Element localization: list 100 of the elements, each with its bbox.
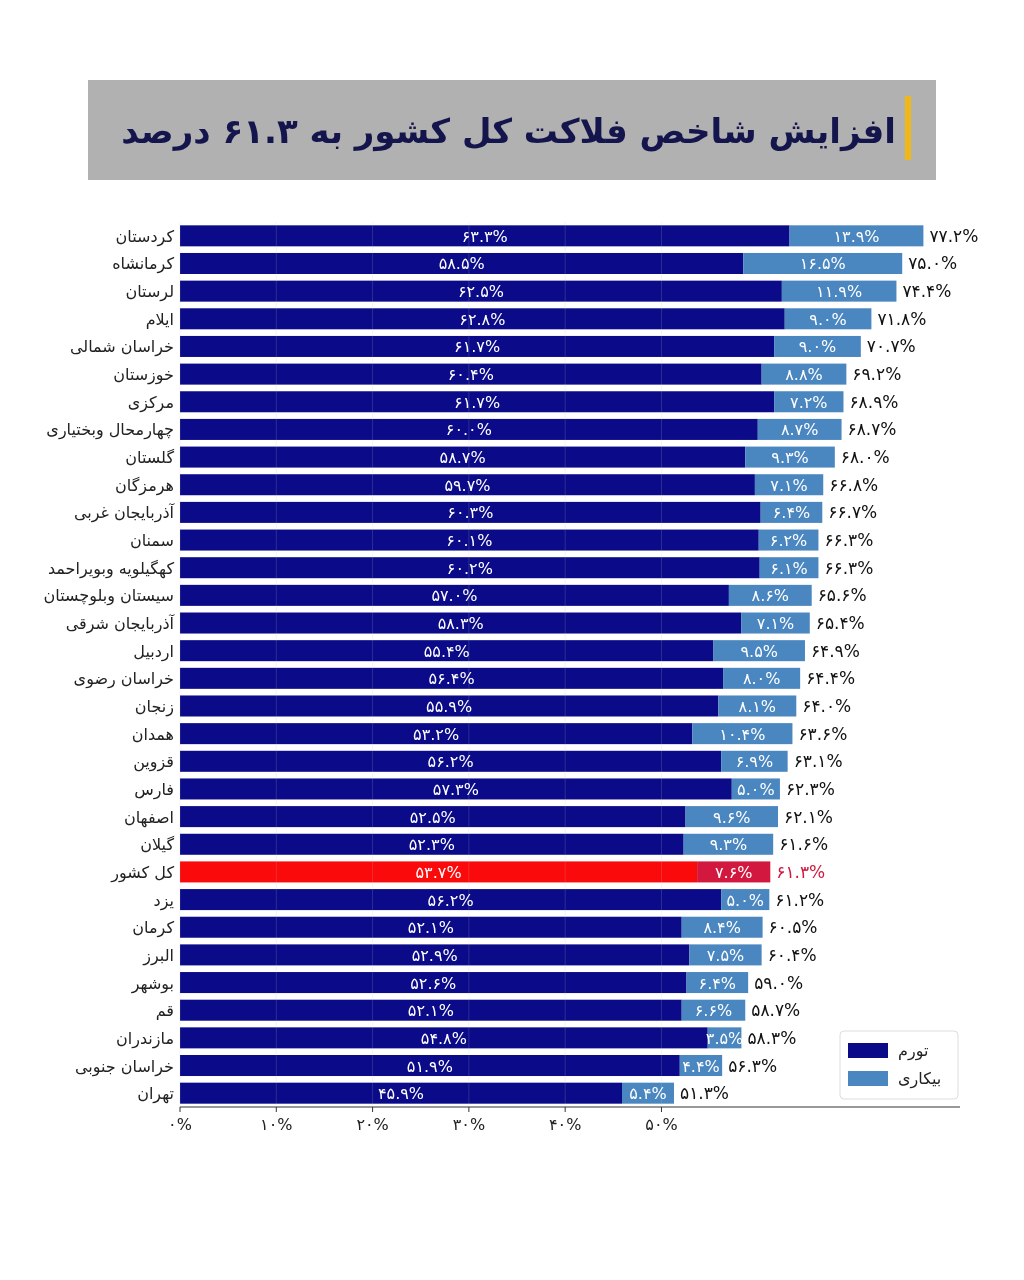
data-label: ۵۲.۱% — [407, 918, 454, 938]
y-tick-label: ایلام — [145, 309, 174, 329]
y-tick-label: گیلان — [140, 835, 175, 855]
y-tick-label: اردبیل — [133, 641, 174, 662]
bar — [692, 723, 793, 745]
y-tick-label: آذربایجان شرقی — [65, 614, 176, 635]
y-tick-label: لرستان — [125, 282, 174, 303]
bar — [789, 225, 924, 247]
legend-label: تورم — [898, 1041, 929, 1061]
bar — [743, 252, 903, 274]
data-label: ۵۲.۹% — [411, 945, 458, 965]
data-label: ۵۶.۴% — [428, 669, 475, 689]
data-label: ۴۵.۹% — [377, 1084, 425, 1104]
y-tick-label: خراسان رضوی — [73, 669, 174, 690]
total-label: ۶۸.۷% — [847, 419, 897, 440]
bar — [745, 446, 835, 468]
bar — [180, 750, 722, 772]
bar — [180, 363, 762, 385]
data-label: ۹.۰% — [809, 309, 847, 329]
data-label: ۷.۱% — [770, 475, 808, 495]
bar — [180, 972, 687, 994]
total-label: ۶۵.۶% — [817, 585, 867, 606]
y-tick-label: آذربایجان غربی — [73, 503, 176, 524]
data-label: ۵۶.۲% — [427, 890, 474, 910]
data-label: ۶۲.۵% — [457, 282, 504, 302]
bar — [180, 501, 761, 523]
data-label: ۸.۸% — [785, 365, 823, 385]
y-tick-label: همدان — [131, 724, 174, 744]
data-label: ۹.۳% — [771, 448, 809, 468]
y-tick-label: قم — [155, 1001, 174, 1021]
total-label: ۶۲.۱% — [784, 806, 833, 827]
data-label: ۷.۲% — [790, 392, 828, 412]
data-label: ۶.۲% — [769, 531, 808, 551]
bar — [180, 833, 684, 855]
y-tick-label: اصفهان — [123, 807, 174, 828]
data-label: ۵۷.۳% — [432, 779, 479, 799]
legend-label: بیکاری — [898, 1069, 942, 1089]
data-label: ۹.۵% — [740, 641, 778, 661]
bar — [180, 667, 724, 689]
data-label: ۵۲.۱% — [407, 1001, 454, 1021]
x-tick-label: ۴۰% — [548, 1115, 582, 1134]
bar — [728, 584, 812, 606]
data-label: ۵۳.۷% — [415, 862, 462, 882]
data-label: ۶.۴% — [772, 503, 811, 523]
bar — [180, 889, 722, 911]
data-label: ۵۹.۷% — [444, 475, 491, 495]
total-label: ۶۸.۹% — [849, 391, 899, 412]
data-label: ۶۰.۰% — [445, 420, 492, 440]
total-label: ۶۳.۶% — [798, 723, 848, 744]
data-label: ۶۰.۴% — [447, 365, 494, 385]
y-tick-label: کل کشور — [110, 862, 175, 883]
y-tick-label: کرمان — [132, 918, 175, 939]
data-label: ۸.۱% — [738, 696, 777, 716]
bar — [784, 308, 872, 330]
y-tick-label: مازندران — [116, 1028, 174, 1049]
data-label: ۵۶.۲% — [427, 752, 474, 772]
bar — [180, 999, 682, 1021]
data-label: ۵.۴% — [629, 1084, 667, 1104]
bar — [180, 529, 759, 551]
chart-title: افزایش شاخص فلاکت کل کشور به ۶۱.۳ درصد — [121, 111, 896, 152]
data-label: ۱۰.۴% — [719, 724, 766, 744]
data-label: ۶۲.۸% — [459, 309, 506, 329]
y-tick-label: تهران — [137, 1084, 174, 1105]
total-label: ۵۸.۷% — [751, 1000, 801, 1021]
y-tick-label: هرمزگان — [115, 475, 174, 496]
bar — [180, 612, 742, 634]
total-label: ۶۲.۳% — [785, 778, 835, 799]
data-label: ۱۱.۹% — [816, 282, 863, 302]
bar — [723, 667, 801, 689]
bar — [180, 418, 758, 440]
data-label: ۵۵.۴% — [423, 641, 470, 661]
y-tick-label: زنجان — [134, 696, 174, 717]
data-label: ۸.۷% — [780, 420, 819, 440]
data-label: ۱۶.۵% — [799, 254, 846, 274]
data-label: ۴.۴% — [682, 1056, 720, 1076]
data-label: ۶.۹% — [735, 752, 774, 772]
total-label: ۶۴.۰% — [802, 695, 852, 716]
data-label: ۶۱.۷% — [454, 392, 501, 412]
total-label: ۵۸.۳% — [747, 1027, 797, 1048]
data-label: ۶۳.۳% — [461, 226, 508, 246]
data-label: ۶۱.۷% — [454, 337, 501, 357]
data-label: ۸.۶% — [751, 586, 790, 606]
data-label: ۵۸.۳% — [437, 614, 484, 634]
y-tick-label: قزوین — [133, 752, 174, 773]
bar — [180, 723, 693, 745]
bar — [180, 1055, 680, 1077]
data-label: ۵۴.۸% — [420, 1028, 467, 1048]
x-tick-label: ۰% — [168, 1115, 192, 1134]
data-label: ۷.۶% — [714, 862, 753, 882]
y-tick-label: خوزستان — [113, 365, 174, 386]
total-label: ۷۱.۸% — [877, 308, 927, 329]
bar — [180, 280, 782, 302]
data-label: ۵۲.۶% — [410, 973, 457, 993]
total-label: ۶۱.۲% — [775, 889, 825, 910]
bar — [180, 944, 690, 966]
data-label: ۵۲.۵% — [409, 807, 456, 827]
data-label: ۷.۱% — [756, 614, 795, 634]
y-tick-label: بوشهر — [130, 973, 174, 994]
data-label: ۶.۴% — [698, 973, 737, 993]
data-label: ۵.۰% — [737, 779, 775, 799]
